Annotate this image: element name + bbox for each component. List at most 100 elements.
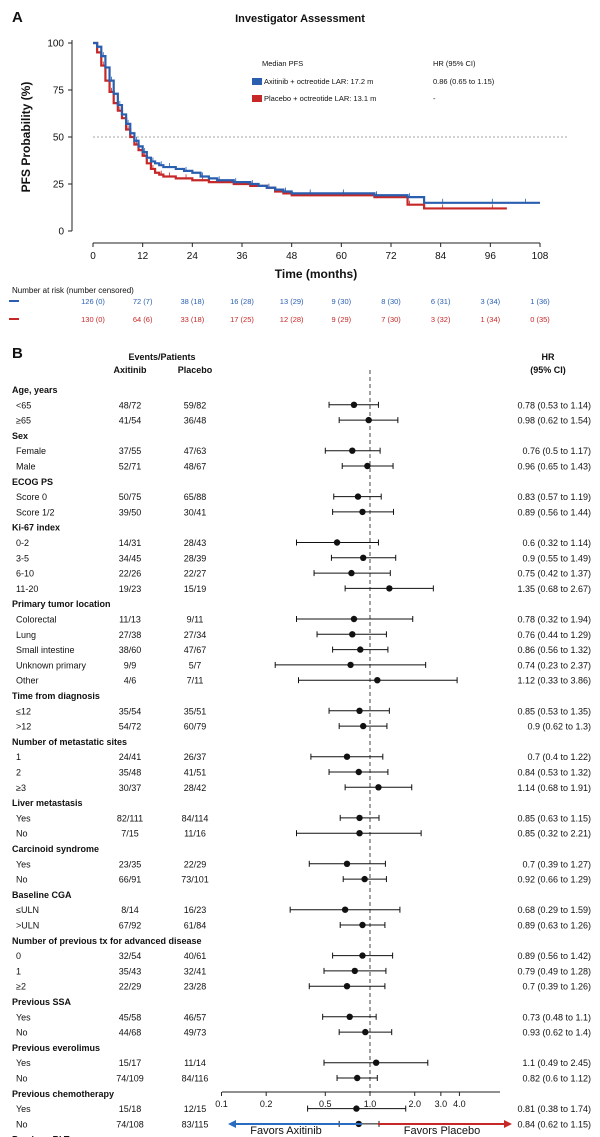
hr-ci-value: 0.89 (0.56 to 1.42)	[517, 951, 591, 961]
at-risk-value: 0 (35)	[530, 315, 550, 324]
events-placebo: 35/51	[184, 706, 207, 716]
header-events-patients: Events/Patients	[128, 352, 195, 362]
subgroup-header: Sex	[12, 431, 28, 441]
subgroup-label: ≤12	[16, 706, 31, 716]
hr-ci-value: 0.92 (0.66 to 1.29)	[517, 875, 591, 885]
hr-point	[354, 493, 362, 500]
events-placebo: 83/115	[182, 1119, 209, 1129]
hr-ci-value: 0.76 (0.44 to 1.29)	[517, 630, 591, 640]
hr-point	[365, 416, 372, 424]
hr-ci-value: 0.78 (0.53 to 1.14)	[517, 400, 591, 410]
panel-b-letter: B	[12, 345, 23, 362]
events-axitinib: 11/13	[119, 615, 141, 625]
forest-x-tick-label: 2.0	[408, 1099, 421, 1109]
header-placebo: Placebo	[178, 365, 213, 375]
subgroup-header: Ki-67 index	[12, 523, 60, 533]
legend-entry-hr: -	[433, 94, 436, 103]
subgroup-header: Previous chemotherapy	[12, 1089, 114, 1099]
hr-point	[357, 646, 364, 653]
panel-a-letter: A	[12, 9, 23, 26]
subgroup-label: Lung	[16, 630, 36, 640]
hr-ci-value: 0.85 (0.63 to 1.15)	[517, 813, 591, 823]
events-axitinib: 8/14	[121, 905, 139, 915]
hr-ci-value: 0.86 (0.56 to 1.32)	[517, 645, 591, 655]
subgroup-header: Baseline CGA	[12, 890, 72, 900]
hr-point	[372, 1059, 380, 1066]
events-placebo: 49/73	[184, 1028, 207, 1038]
forest-x-tick-label: 0.1	[215, 1099, 228, 1109]
subgroup-label: 6-10	[16, 569, 34, 579]
events-placebo: 30/41	[184, 507, 207, 517]
subgroup-header: Primary tumor location	[12, 599, 111, 609]
hr-ci-value: 0.7 (0.39 to 1.27)	[522, 859, 591, 869]
at-risk-value: 64 (6)	[133, 315, 153, 324]
at-risk-value: 16 (28)	[230, 297, 254, 306]
events-axitinib: 32/54	[119, 951, 142, 961]
events-placebo: 47/67	[184, 645, 207, 655]
hr-ci-value: 0.78 (0.32 to 1.94)	[517, 615, 591, 625]
subgroup-label: No	[16, 1074, 28, 1084]
subgroup-label: ≥2	[16, 982, 26, 992]
subgroup-label: Colorectal	[16, 615, 57, 625]
favors-axitinib-label: Favors Axitinib	[250, 1125, 322, 1137]
panel-a-title: Investigator Assessment	[235, 13, 365, 25]
hr-point	[350, 615, 358, 623]
legend-header-median: Median PFS	[262, 59, 303, 68]
at-risk-value: 130 (0)	[81, 315, 105, 324]
hr-point	[346, 1013, 353, 1020]
at-risk-value: 1 (36)	[530, 297, 550, 306]
hr-point	[347, 661, 354, 669]
at-risk-value: 9 (29)	[332, 315, 352, 324]
events-axitinib: 35/43	[119, 966, 142, 976]
subgroup-label: No	[16, 1028, 28, 1038]
header-hr: HR	[542, 352, 555, 362]
km-curve-axitinib	[93, 41, 540, 204]
hr-point	[361, 875, 368, 883]
events-placebo: 7/11	[187, 676, 204, 686]
subgroup-header: Previous everolimus	[12, 1043, 100, 1053]
x-tick-label: 48	[286, 251, 298, 262]
subgroup-label: Female	[16, 446, 46, 456]
events-axitinib: 50/75	[119, 492, 142, 502]
events-axitinib: 4/6	[124, 676, 137, 686]
events-axitinib: 37/55	[119, 446, 142, 456]
subgroup-label: ≥65	[16, 416, 31, 426]
subgroup-header: Previous SSA	[12, 997, 72, 1007]
subgroup-label: 1	[16, 966, 21, 976]
events-axitinib: 82/111	[117, 813, 143, 823]
events-axitinib: 45/58	[119, 1012, 142, 1022]
subgroup-label: No	[16, 1119, 28, 1129]
events-axitinib: 19/23	[119, 584, 142, 594]
hr-ci-value: 0.9 (0.55 to 1.49)	[522, 553, 591, 563]
events-placebo: 22/27	[184, 569, 207, 579]
favors-axitinib-arrowhead	[228, 1120, 236, 1128]
subgroup-label: No	[16, 829, 28, 839]
hr-ci-value: 0.68 (0.29 to 1.59)	[517, 905, 591, 915]
y-tick-label: 0	[58, 227, 64, 238]
events-axitinib: 35/48	[119, 768, 142, 778]
hr-ci-value: 0.6 (0.32 to 1.14)	[522, 538, 591, 548]
subgroup-label: Male	[16, 462, 36, 472]
hr-ci-value: 0.76 (0.5 to 1.17)	[522, 446, 591, 456]
x-tick-label: 84	[435, 251, 447, 262]
hr-point	[351, 967, 358, 975]
events-axitinib: 15/17	[119, 1058, 142, 1068]
events-axitinib: 35/54	[119, 706, 142, 716]
legend-entry-hr: 0.86 (0.65 to 1.15)	[433, 77, 495, 86]
events-axitinib: 67/92	[119, 921, 142, 931]
at-risk-value: 33 (18)	[180, 315, 204, 324]
hr-point	[359, 508, 366, 516]
x-tick-label: 96	[485, 251, 497, 262]
hr-ci-value: 0.84 (0.53 to 1.32)	[517, 768, 591, 778]
header-axitinib: Axitinib	[114, 365, 148, 375]
at-risk-value: 9 (30)	[332, 297, 352, 306]
hr-ci-value: 0.7 (0.4 to 1.22)	[527, 752, 591, 762]
hr-ci-value: 1.14 (0.68 to 1.91)	[517, 783, 591, 793]
forest-x-tick-label: 0.2	[260, 1099, 273, 1109]
hr-point	[386, 585, 393, 592]
subgroup-label: Unknown primary	[16, 660, 87, 670]
subgroup-label: 0	[16, 951, 21, 961]
hr-point	[375, 784, 382, 791]
hr-ci-value: 0.73 (0.48 to 1.1)	[522, 1012, 591, 1022]
hr-ci-value: 0.89 (0.63 to 1.26)	[517, 921, 591, 931]
